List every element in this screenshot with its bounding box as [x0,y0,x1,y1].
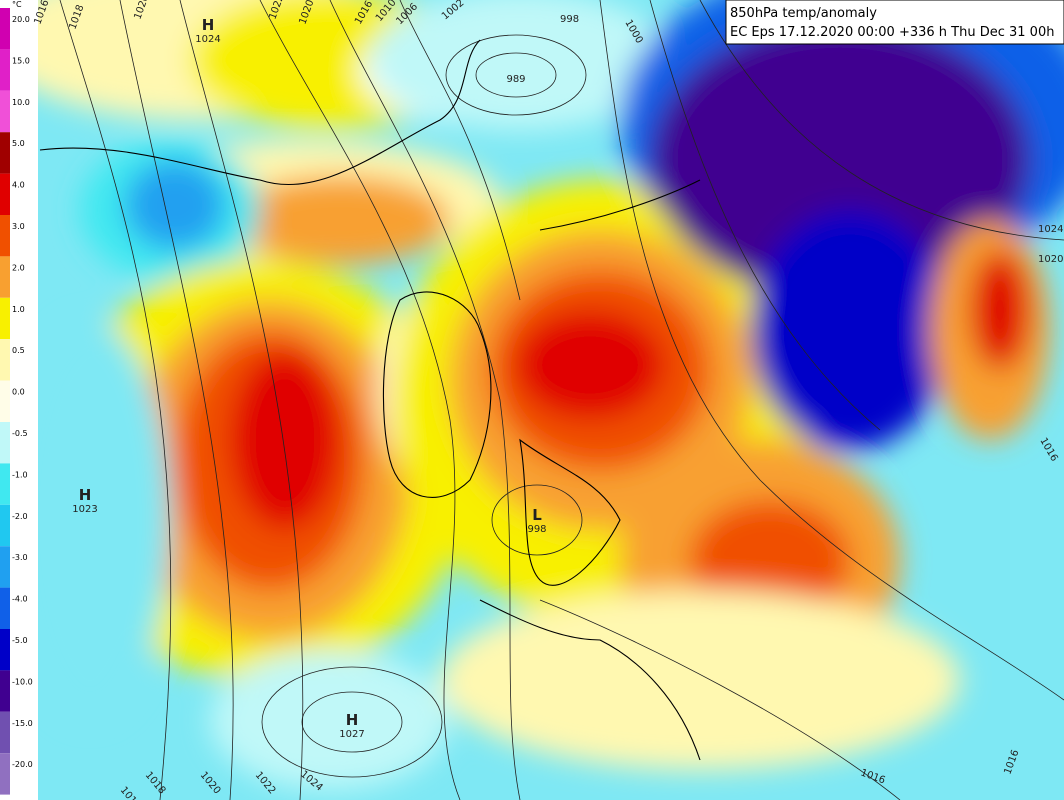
pressure-value: 1024 [195,34,220,45]
legend-label: 1.0 [12,305,25,314]
legend-swatch [0,463,10,505]
legend-label: -4.0 [12,595,28,604]
map-subtitle: EC Eps 17.12.2020 00:00 +336 h Thu Dec 3… [730,25,1054,40]
legend-label: -5.0 [12,636,28,645]
legend-label: 2.0 [12,263,25,272]
legend-label: -0.5 [12,429,28,438]
legend-swatch [0,215,10,257]
pressure-value: 1023 [72,504,97,515]
legend-label: -15.0 [12,719,33,728]
map-title: 850hPa temp/anomaly [730,6,877,21]
legend-swatch [0,297,10,340]
coastlines [39,39,701,761]
legend-swatch [0,753,10,795]
legend-swatch [0,629,10,671]
legend-label: 20.0 [12,15,30,24]
color-legend: °C 20.0 15.0 10.0 5.0 4.0 3.0 2.0 1.0 0.5 0.0 -0.5 -… [0,0,38,800]
legend-swatch [0,670,10,712]
legend-swatch [0,504,10,547]
legend-swatch [0,173,10,215]
title-background [725,0,1064,45]
legend-label: -3.0 [12,553,28,562]
pressure-value: 1027 [339,729,364,740]
legend-label: 10.0 [12,98,30,107]
legend-label: 15.0 [12,56,30,65]
legend-swatch [0,546,10,588]
legend-label: -20.0 [12,760,33,769]
legend-label: 0.5 [12,346,25,355]
pressure-symbol: L [532,506,542,524]
pressure-symbol: H [202,16,215,34]
isobars [59,0,1064,800]
pressure-symbol: H [79,486,92,504]
legend-swatch [0,380,10,422]
legend-label: 4.0 [12,181,25,190]
legend-swatch [0,8,10,50]
legend-swatch [0,90,10,133]
isobar-label: 1024 [1038,224,1063,235]
pressure-value: 989 [506,74,525,85]
legend-label: -2.0 [12,512,28,521]
isobar-label: 998 [560,14,579,25]
legend-label: -10.0 [12,677,33,686]
legend-label: 5.0 [12,139,25,148]
legend-swatch [0,422,10,464]
legend-label: -1.0 [12,470,28,479]
legend-unit: °C [12,0,22,9]
legend-swatch [0,587,10,629]
legend-label: 0.0 [12,388,25,397]
legend-swatch [0,132,10,174]
legend-swatch [0,711,10,754]
pressure-value: 998 [527,524,546,535]
title-box: 850hPa temp/anomaly EC Eps 17.12.2020 00… [725,0,1064,45]
legend-swatch [0,49,10,91]
legend-label: 3.0 [12,222,25,231]
legend-swatch [0,339,10,381]
pressure-symbol: H [346,711,359,729]
legend-swatch [0,256,10,298]
isobar-label: 1020 [1038,254,1063,265]
